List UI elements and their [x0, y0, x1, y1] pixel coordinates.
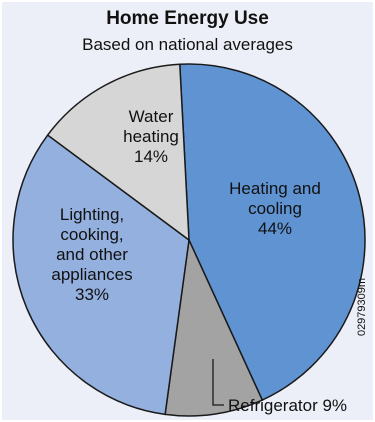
slice-label-line: and other	[56, 245, 128, 264]
slice-label-line: Water	[129, 107, 174, 126]
slice-label-line: cooking,	[60, 225, 123, 244]
pie-slice-water-heating	[46, 63, 190, 242]
pie-chart: Heating and cooling 44% Refrigerator 9% Ligh…	[12, 63, 366, 417]
slice-label-line: 14%	[134, 147, 168, 166]
pie-slice-refrigerator	[164, 237, 264, 417]
chart-subtitle: Based on national averages	[82, 35, 293, 54]
slice-label-line: 33%	[75, 285, 109, 304]
pie-slice-heating-cooling	[179, 63, 366, 402]
refrigerator-leader-line	[212, 359, 224, 406]
slice-label-line: appliances	[51, 265, 132, 284]
slice-label-line: Lighting,	[60, 205, 124, 224]
label-water-heating: Water heating 14%	[123, 107, 179, 166]
chart-title: Home Energy Use	[106, 8, 269, 29]
slice-label-line: cooling	[248, 199, 302, 218]
slice-label-line: 44%	[258, 219, 292, 238]
label-refrigerator: Refrigerator 9%	[228, 396, 347, 415]
pie-slice-lighting	[12, 134, 190, 416]
slice-label-line: Heating and	[229, 179, 321, 198]
chart-panel: Heating and cooling 44% Refrigerator 9% Ligh…	[2, 2, 373, 420]
label-lighting: Lighting, cooking, and other appliances 33%	[51, 205, 132, 304]
image-credit: 02979309m	[356, 277, 368, 337]
slice-label-line: heating	[123, 127, 179, 146]
label-heating-cooling: Heating and cooling 44%	[229, 179, 321, 238]
slice-label-line: Refrigerator 9%	[228, 396, 347, 415]
